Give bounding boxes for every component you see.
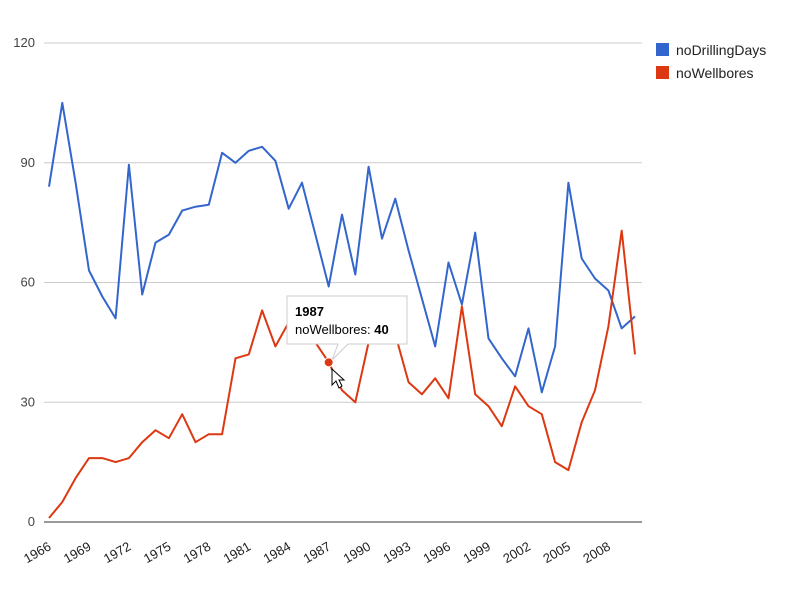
x-axis-tick-labels: 1966 1969 1972 1975 1978 1981 1984 1987 1990 1993… — [21, 539, 613, 566]
series-line-nowellbores[interactable] — [48, 229, 636, 519]
x-tick-label-1978: 1978 — [181, 539, 214, 566]
tooltip-value: 40 — [374, 322, 388, 337]
x-tick-label-1984: 1984 — [261, 539, 294, 566]
tooltip-box — [286, 295, 408, 361]
y-tick-label-30: 30 — [21, 394, 35, 409]
series-line-nodrillingdays[interactable] — [48, 101, 636, 394]
y-tick-label-120: 120 — [13, 35, 35, 50]
x-tick-label-2005: 2005 — [540, 539, 573, 566]
y-tick-label-60: 60 — [21, 275, 35, 290]
x-tick-label-1966: 1966 — [21, 539, 54, 566]
x-tick-label-1987: 1987 — [301, 539, 334, 566]
x-tick-label-1972: 1972 — [101, 539, 134, 566]
y-tick-label-90: 90 — [21, 155, 35, 170]
series-lines[interactable] — [48, 101, 636, 519]
legend: noDrillingDays noWellbores — [656, 42, 766, 81]
legend-label-nowellbores[interactable]: noWellbores — [676, 65, 754, 81]
legend-swatch-nodrillingdays[interactable] — [656, 43, 669, 56]
legend-swatch-nowellbores[interactable] — [656, 66, 669, 79]
mouse-cursor-icon — [331, 367, 346, 389]
y-axis-tick-labels: 0 30 60 90 120 — [13, 35, 35, 529]
x-tick-label-1969: 1969 — [61, 539, 94, 566]
x-tick-label-1975: 1975 — [141, 539, 174, 566]
tooltip-title: 1987 — [295, 304, 324, 319]
x-tick-label-2002: 2002 — [500, 539, 533, 566]
y-tick-label-0: 0 — [28, 514, 35, 529]
highlighted-data-point[interactable] — [323, 357, 334, 368]
x-tick-label-1999: 1999 — [460, 539, 493, 566]
gridlines — [44, 42, 642, 403]
tooltip-body: noWellbores: 40 — [295, 322, 389, 337]
tooltip-series-label: noWellbores: — [295, 322, 371, 337]
x-tick-label-2008: 2008 — [580, 539, 613, 566]
x-tick-label-1996: 1996 — [420, 539, 453, 566]
x-tick-label-1981: 1981 — [221, 539, 254, 566]
legend-label-nodrillingdays[interactable]: noDrillingDays — [676, 42, 766, 58]
x-tick-label-1990: 1990 — [341, 539, 374, 566]
tooltip: 1987 noWellbores: 40 — [286, 295, 408, 389]
x-tick-label-1993: 1993 — [381, 539, 414, 566]
